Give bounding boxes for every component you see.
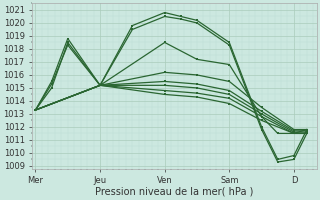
X-axis label: Pression niveau de la mer( hPa ): Pression niveau de la mer( hPa ) xyxy=(95,187,253,197)
